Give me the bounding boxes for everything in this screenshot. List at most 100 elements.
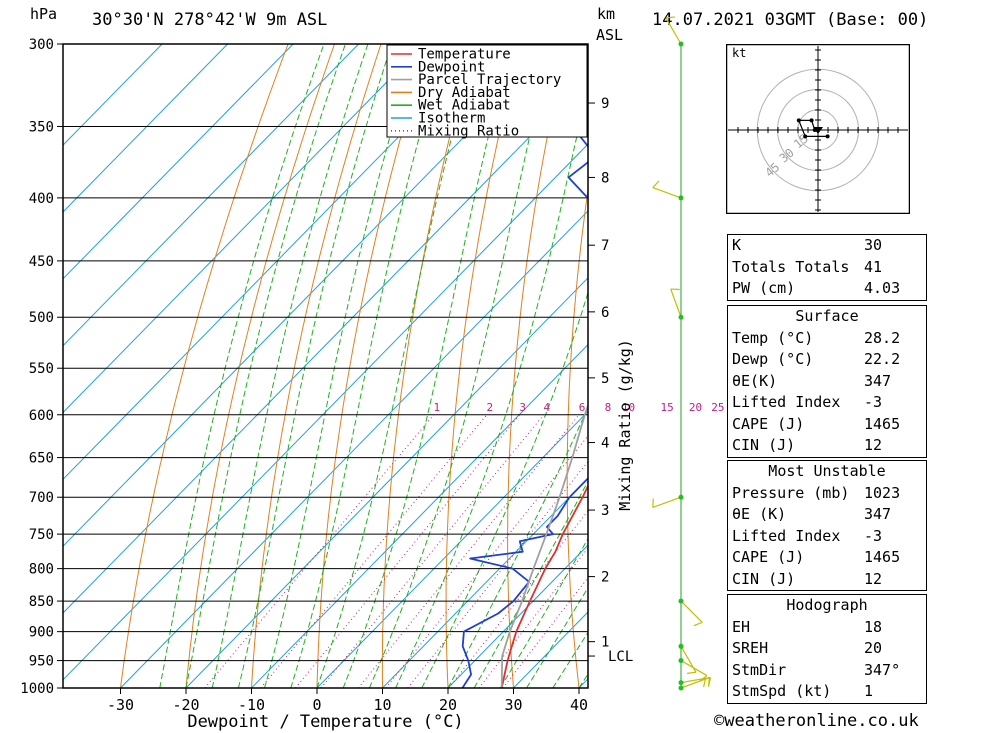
hodograph-point: [796, 118, 801, 123]
km-label: km: [597, 5, 616, 23]
row-label: PW (cm): [732, 279, 796, 297]
row-value: 347: [864, 505, 892, 523]
dry-adiabat-line: [566, 186, 588, 688]
y-tick-label: 450: [29, 254, 54, 270]
dry-adiabat-line: [120, 44, 289, 688]
mixing-ratio-label: 3: [519, 401, 526, 414]
km-tick-label: 9: [601, 96, 609, 112]
km-tick-label: 7: [601, 238, 609, 254]
y-tick-label: 600: [29, 408, 54, 424]
km-tick-label: 1: [601, 635, 609, 651]
row-label: CAPE (J): [732, 414, 805, 433]
copyright-footer[interactable]: ©weatheronline.co.uk: [714, 711, 919, 731]
indices-table: K 30 Totals Totals 41 PW (cm) 4.03: [727, 234, 927, 301]
wind-level-dot: [678, 685, 684, 691]
x-tick-label: 40: [570, 696, 588, 714]
isotherm-line: [63, 143, 588, 681]
x-tick-label: -10: [238, 696, 265, 714]
row-label: CIN (J): [732, 569, 796, 588]
wind-barb: [680, 677, 710, 689]
legend-label: Parcel Trajectory: [418, 72, 561, 88]
hodograph-point: [803, 134, 808, 139]
mixing-ratio-line: [204, 414, 435, 688]
surface-title: Surface: [795, 307, 859, 325]
table-row: PW (cm) 4.03: [728, 278, 926, 300]
mixing-ratio-label: 2: [486, 401, 493, 414]
legend-box: [386, 44, 588, 138]
row-label: EH: [732, 617, 751, 636]
table-row: CAPE (J) 1465: [728, 547, 926, 569]
table-row: Dewp (°C) 22.2: [728, 349, 926, 371]
km-tick-label: 6: [601, 305, 609, 321]
row-value: 41: [864, 257, 883, 276]
row-value: 1465: [864, 548, 901, 566]
table-row: Lifted Index -3: [728, 392, 926, 414]
wind-barb: [665, 17, 682, 45]
table-row: Pressure (mb) 1023: [728, 483, 926, 505]
km-tick-label: 3: [601, 503, 609, 519]
row-value: 28.2: [864, 328, 901, 347]
wet-adiabat-line: [447, 406, 588, 688]
row-label: θE (K): [732, 505, 787, 523]
row-value: 347: [864, 371, 892, 390]
legend-label: Temperature: [418, 47, 511, 63]
isotherm-line: [63, 76, 588, 614]
x-axis-label: Dewpoint / Temperature (°C): [187, 712, 463, 732]
row-label: Lifted Index: [732, 393, 841, 411]
row-value: 1465: [864, 414, 901, 433]
x-tick-label: -30: [107, 696, 134, 714]
row-label: StmDir: [732, 660, 787, 679]
wind-barb-flag: [686, 671, 697, 674]
wet-adiabat-line: [237, 44, 393, 688]
y-tick-label: 350: [29, 119, 54, 135]
legend-label: Dewpoint: [418, 59, 485, 75]
unstable-title: Most Unstable: [768, 462, 886, 480]
hodograph-point: [809, 118, 814, 123]
dry-adiabat-line: [681, 44, 710, 688]
wind-level-dot: [678, 643, 684, 649]
location-title: 30°30'N 278°42'W 9m ASL: [92, 10, 328, 30]
mixing-ratio-label: 15: [661, 401, 674, 414]
isotherm-line: [63, 44, 294, 280]
mixing-ratio-line: [358, 414, 580, 688]
row-value: 20: [864, 639, 883, 657]
table-row: StmDir 347°: [728, 660, 926, 682]
km-tick-label: 8: [601, 170, 609, 186]
table-row: Totals Totals 41: [728, 257, 926, 279]
row-label: Dewp (°C): [732, 350, 814, 368]
table-row: StmSpd (kt) 1: [728, 681, 926, 703]
isotherm-line: [63, 44, 359, 347]
wind-barb: [670, 288, 682, 318]
wind-barb-flag: [652, 180, 660, 189]
row-label: StmSpd (kt): [732, 682, 832, 700]
table-row: θE(K) 347: [728, 371, 926, 393]
row-value: 12: [864, 569, 883, 588]
y-tick-label: 1000: [20, 681, 54, 697]
mixing-ratio-line: [260, 414, 488, 688]
x-tick-label: 20: [439, 696, 457, 714]
isotherm-line: [63, 44, 163, 146]
hodograph-table: Hodograph EH 18 SREH 20 StmDir 347° StmSpd (kt)…: [727, 594, 927, 704]
isotherm-line: [63, 44, 490, 481]
hodograph-unit: kt: [732, 46, 746, 60]
x-tick-label: 30: [504, 696, 522, 714]
row-label: Lifted Index: [732, 526, 841, 545]
row-value: 4.03: [864, 279, 901, 297]
wind-barb: [680, 676, 711, 684]
wet-adiabat-line: [316, 44, 477, 688]
row-value: 12: [864, 436, 883, 454]
wind-barb-flag: [665, 16, 676, 19]
wet-adiabat-line: [395, 83, 588, 688]
y-tick-label: 500: [29, 310, 54, 326]
table-row: CIN (J) 12: [728, 569, 926, 591]
wet-adiabat-line: [211, 44, 369, 688]
mixing-ratio-label: 8: [605, 401, 612, 414]
km-tick-label: 2: [601, 570, 609, 586]
table-row: CIN (J) 12: [728, 435, 926, 457]
mixing-ratio-axis-label: Mixing Ratio (g/kg): [616, 339, 634, 511]
mixing-ratio-label: 10: [622, 401, 635, 414]
wind-level-dot: [678, 658, 684, 664]
wind-level-dot: [678, 494, 684, 500]
